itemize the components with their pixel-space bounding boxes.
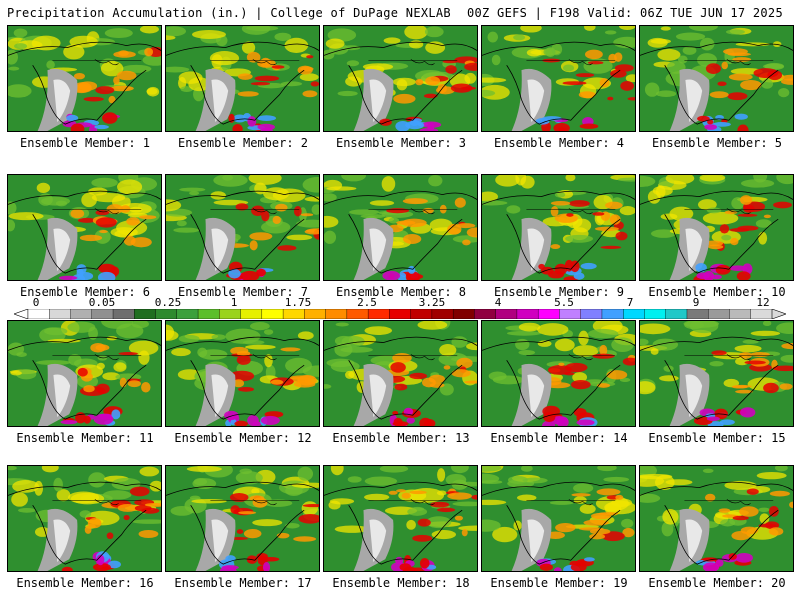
ensemble-member-label: Ensemble Member: 1 — [19, 136, 151, 150]
colorbar-segment — [70, 309, 93, 319]
ensemble-member-label: Ensemble Member: 7 — [177, 285, 309, 299]
ensemble-member-label: Ensemble Member: 15 — [648, 431, 786, 445]
colorbar-segment — [452, 309, 475, 319]
precipitation-colorbar — [14, 309, 786, 319]
colorbar-segment — [559, 309, 582, 319]
ensemble-map-panel — [7, 320, 162, 427]
colorbar-segment — [516, 309, 539, 319]
colorbar-segment — [27, 309, 50, 319]
ensemble-map-panel — [165, 174, 320, 281]
ensemble-member-label: Ensemble Member: 3 — [335, 136, 467, 150]
colorbar-segment — [410, 309, 433, 319]
colorbar-tick-label: 0 — [32, 296, 40, 309]
ensemble-member-label: Ensemble Member: 2 — [177, 136, 309, 150]
ensemble-map-panel — [323, 320, 478, 427]
ensemble-member-label: Ensemble Member: 16 — [16, 576, 154, 590]
colorbar-segment — [644, 309, 667, 319]
colorbar-tick-label: 0.05 — [88, 296, 116, 309]
ensemble-map-panel — [7, 25, 162, 132]
colorbar-segment — [623, 309, 645, 319]
colorbar-segment — [665, 309, 688, 319]
ensemble-member-label: Ensemble Member: 10 — [648, 285, 786, 299]
ensemble-map-panel — [323, 465, 478, 572]
colorbar-segment — [176, 309, 199, 319]
colorbar-tick-label: 9 — [692, 296, 700, 309]
colorbar-tick-label: 1 — [230, 296, 238, 309]
ensemble-map-panel — [165, 465, 320, 572]
model-run-info: 00Z GEFS | F198 Valid: 06Z TUE JUN 17 20… — [466, 6, 783, 20]
ensemble-map-panel — [639, 25, 794, 132]
colorbar-segment — [197, 309, 220, 319]
colorbar-segment — [580, 309, 603, 319]
ensemble-member-label: Ensemble Member: 9 — [493, 285, 625, 299]
ensemble-member-label: Ensemble Member: 4 — [493, 136, 625, 150]
colorbar-tick-label: 12 — [756, 296, 770, 309]
colorbar-segment — [240, 309, 263, 319]
ensemble-member-label: Ensemble Member: 19 — [490, 576, 628, 590]
colorbar-segment — [219, 309, 242, 319]
ensemble-map-panel — [481, 320, 636, 427]
colorbar-segment — [474, 309, 497, 319]
ensemble-member-label: Ensemble Member: 18 — [332, 576, 470, 590]
ensemble-map-panel — [323, 25, 478, 132]
colorbar-segment — [601, 309, 624, 319]
colorbar-segment — [304, 309, 327, 319]
ensemble-map-panel — [481, 25, 636, 132]
colorbar-tick-label: 0.25 — [154, 296, 182, 309]
colorbar-segment — [686, 309, 709, 319]
colorbar-segment — [91, 309, 114, 319]
ensemble-map-panel — [165, 320, 320, 427]
colorbar-segment — [112, 309, 135, 319]
colorbar-segment — [367, 309, 390, 319]
colorbar-segment — [708, 309, 730, 319]
ensemble-member-label: Ensemble Member: 20 — [648, 576, 786, 590]
ensemble-map-panel — [481, 465, 636, 572]
colorbar-extend-arrow — [771, 309, 786, 319]
colorbar-segment — [155, 309, 178, 319]
ensemble-map-panel — [481, 174, 636, 281]
colorbar-segment — [537, 309, 560, 319]
ensemble-map-panel — [7, 174, 162, 281]
ensemble-member-label: Ensemble Member: 12 — [174, 431, 312, 445]
ensemble-member-label: Ensemble Member: 6 — [19, 285, 151, 299]
ensemble-member-label: Ensemble Member: 17 — [174, 576, 312, 590]
colorbar-tick-label: 2.5 — [357, 296, 377, 309]
colorbar-segment — [282, 309, 305, 319]
colorbar-tick-label: 5.5 — [554, 296, 574, 309]
ensemble-map-panel — [639, 174, 794, 281]
colorbar-segment — [750, 309, 773, 319]
colorbar-segment — [325, 309, 348, 319]
colorbar-tick-label: 7 — [626, 296, 634, 309]
colorbar-tick-label: 3.25 — [418, 296, 446, 309]
ensemble-member-label: Ensemble Member: 11 — [16, 431, 154, 445]
ensemble-map-panel — [639, 320, 794, 427]
colorbar-segment — [261, 309, 284, 319]
colorbar-segment — [134, 309, 157, 319]
colorbar-segment — [729, 309, 752, 319]
colorbar-extend-arrow — [14, 309, 29, 319]
ensemble-member-label: Ensemble Member: 8 — [335, 285, 467, 299]
colorbar-segment — [49, 309, 72, 319]
colorbar-segment — [346, 309, 369, 319]
colorbar-tick-label: 1.75 — [284, 296, 312, 309]
ensemble-map-panel — [7, 465, 162, 572]
colorbar-segment — [431, 309, 454, 319]
ensemble-map-panel — [165, 25, 320, 132]
ensemble-member-label: Ensemble Member: 14 — [490, 431, 628, 445]
ensemble-map-panel — [323, 174, 478, 281]
colorbar-segment — [495, 309, 518, 319]
colorbar-tick-label: 4 — [494, 296, 502, 309]
ensemble-member-label: Ensemble Member: 13 — [332, 431, 470, 445]
ensemble-map-panel — [639, 465, 794, 572]
chart-title: Precipitation Accumulation (in.) | Colle… — [7, 6, 451, 20]
ensemble-member-label: Ensemble Member: 5 — [651, 136, 783, 150]
colorbar-segment — [389, 309, 412, 319]
